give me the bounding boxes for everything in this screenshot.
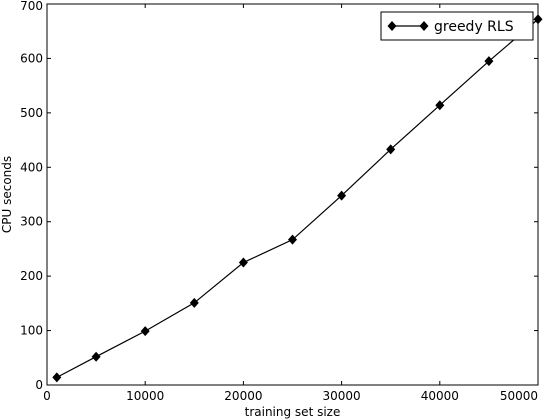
data-point [435,100,445,111]
plot-frame [46,3,539,386]
series-line [56,18,539,378]
y-tick-label: 100 [20,324,43,338]
x-tick-label: 30000 [323,389,361,403]
y-tick-label: 300 [20,215,43,229]
y-tick-label: 200 [20,269,43,283]
x-tick-label: 40000 [421,389,459,403]
data-point [140,326,150,337]
y-tick-label: 400 [20,160,43,174]
legend-marker-left [387,21,397,31]
x-tick-label: 10000 [126,389,164,403]
y-tick-label: 600 [20,51,43,65]
x-tick-label: 50000 [500,389,538,403]
data-point [52,372,62,383]
x-tick-label: 0 [43,389,51,403]
data-point [337,190,347,201]
x-tick-label: 20000 [224,389,262,403]
series-layer [52,14,543,383]
data-point [189,297,199,308]
y-axis-label: CPU seconds [0,156,14,233]
legend-label: greedy RLS [434,19,514,35]
legend: greedy RLS [380,11,534,41]
y-tick-label: 700 [20,0,43,13]
data-point [288,234,297,245]
x-axis-label: training set size [245,405,341,419]
y-tick-label: 0 [35,378,43,392]
data-point [238,257,248,268]
y-tick-label: 500 [20,106,43,120]
legend-marker-right [419,21,429,31]
data-point [91,351,101,362]
data-point [484,56,494,67]
data-point [386,144,396,155]
axis-ticks: 0 10000 20000 30000 40000 50000 0 100 200 300 400 5… [20,0,539,403]
